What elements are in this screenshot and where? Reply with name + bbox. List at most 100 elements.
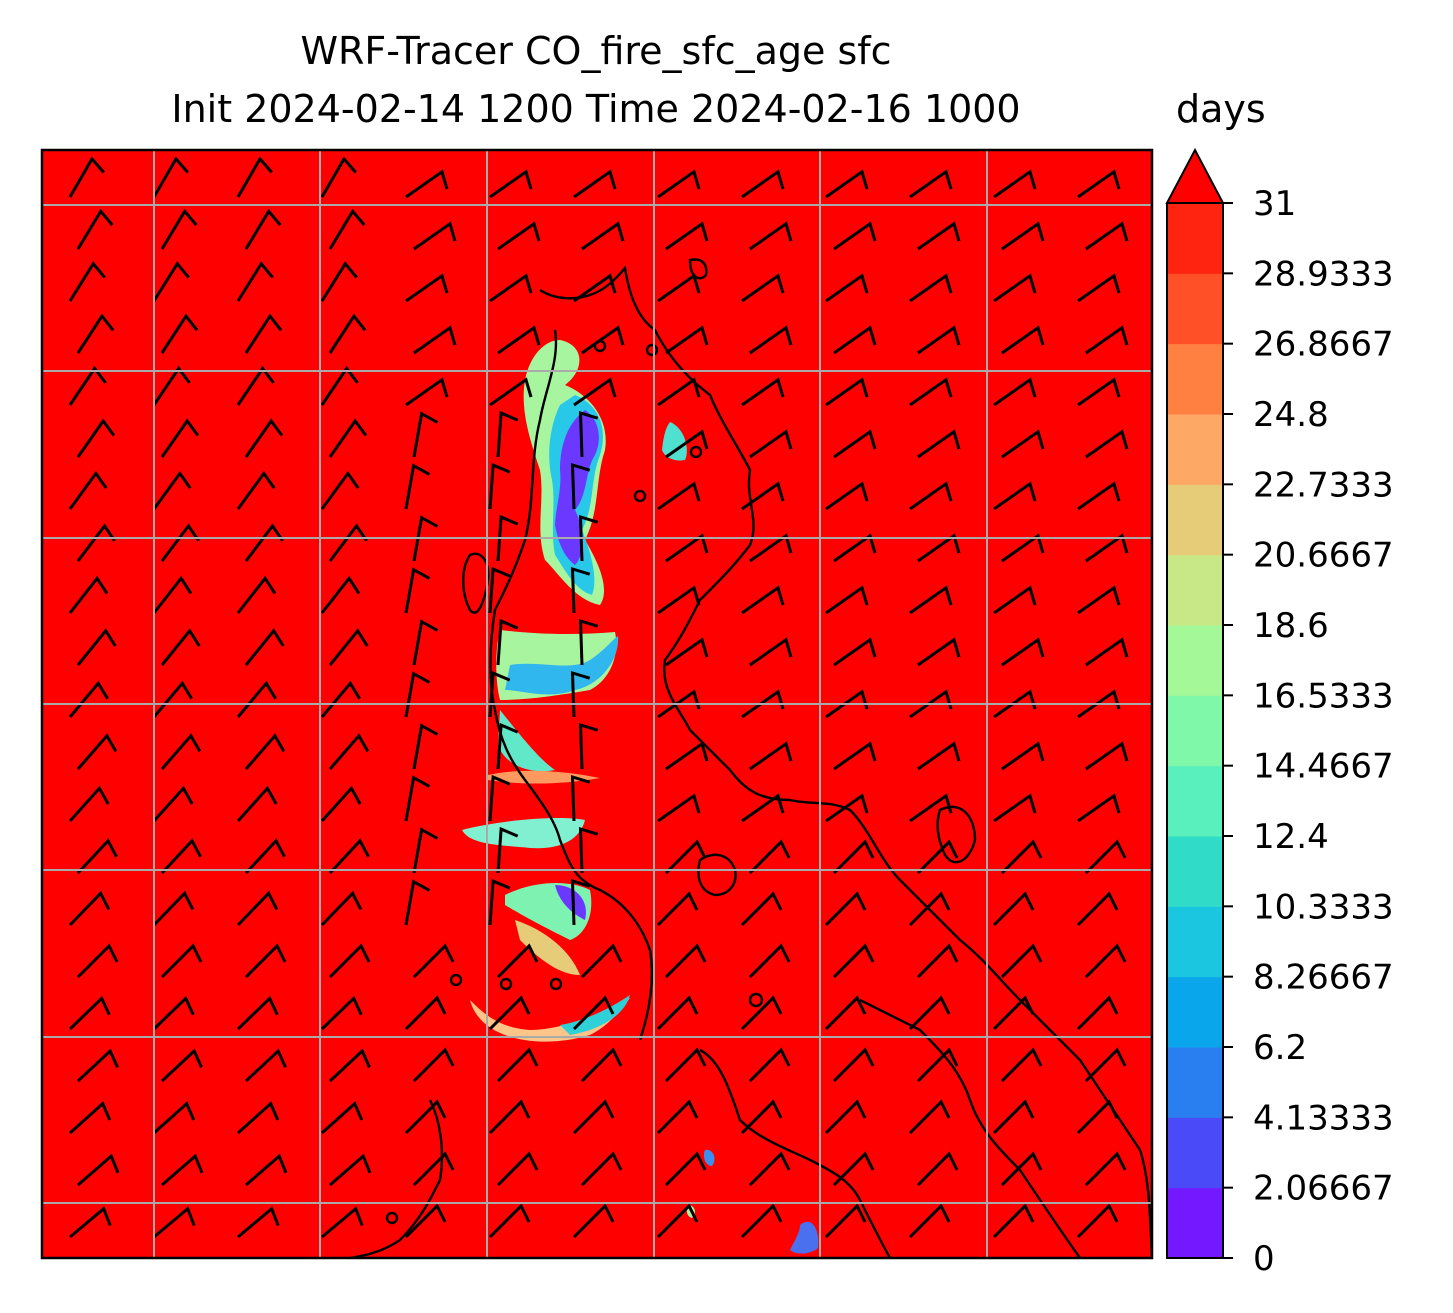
wind-barb	[1076, 1203, 1119, 1239]
wind-barb	[404, 995, 447, 1031]
wind-barb	[68, 785, 110, 823]
colorbar-segment	[1167, 1187, 1223, 1259]
wind-barb	[824, 891, 867, 927]
wind-barb	[665, 741, 709, 771]
wind-barb	[236, 890, 279, 927]
colorbar-segment	[1167, 1117, 1223, 1189]
wind-barb	[1077, 169, 1121, 199]
wind-barbs	[68, 156, 1129, 1239]
wind-barb	[570, 670, 591, 718]
wind-barb	[581, 325, 625, 355]
wind-barb	[917, 221, 961, 251]
wind-barb	[573, 273, 617, 303]
wind-barb	[152, 365, 191, 406]
wind-barb	[320, 156, 357, 198]
wind-barb	[832, 1047, 875, 1083]
coastline-island-north	[688, 258, 708, 280]
wind-barb	[916, 943, 959, 979]
wind-barb	[748, 1151, 791, 1187]
wind-barb	[1001, 221, 1045, 251]
wind-barb	[570, 878, 591, 926]
wind-barb	[657, 169, 701, 199]
wind-barb	[244, 838, 286, 875]
wind-barb	[992, 1203, 1035, 1239]
wind-barb	[68, 470, 108, 510]
colorbar-segment	[1167, 484, 1223, 556]
wind-barb	[160, 523, 200, 562]
wind-barb	[580, 943, 623, 979]
wind-barb	[236, 261, 274, 302]
wind-barb	[570, 462, 591, 510]
wind-barb	[1084, 839, 1127, 875]
coastline-islet-3	[689, 445, 703, 459]
wind-barb	[657, 585, 701, 615]
colorbar-segment	[1167, 625, 1223, 696]
colorbar-tick-label: 31	[1253, 184, 1296, 224]
wind-barb	[993, 793, 1037, 823]
wind-barb	[656, 891, 699, 927]
wind-barb	[832, 839, 875, 875]
coastline-island-east	[936, 805, 977, 864]
wind-barb	[908, 995, 951, 1031]
wind-barb	[825, 377, 869, 407]
colorbar-tick-label: 14.4667	[1253, 747, 1394, 787]
wind-barb	[749, 637, 793, 667]
wind-barb	[413, 325, 457, 355]
wind-barb	[1001, 741, 1045, 771]
lat-lon-gridlines	[42, 150, 1152, 1258]
wind-barb	[749, 533, 793, 563]
wind-barb	[833, 221, 877, 251]
wind-barb	[1084, 943, 1127, 979]
wind-barb	[570, 774, 591, 822]
wind-barb	[328, 1048, 371, 1083]
wind-barb	[993, 481, 1037, 511]
wind-barb	[578, 722, 599, 770]
plume-south-3	[515, 920, 580, 975]
wind-barb	[657, 793, 701, 823]
wind-barb	[328, 838, 370, 875]
wind-barb	[152, 575, 193, 614]
wind-barb	[993, 273, 1037, 303]
wind-barb	[825, 169, 869, 199]
wind-barb	[236, 995, 279, 1031]
colorbar-segment	[1167, 273, 1223, 345]
wind-barb	[404, 567, 431, 614]
colorbar-tick-label: 28.9333	[1253, 254, 1394, 294]
colorbar-tick-label: 26.8667	[1253, 325, 1394, 365]
wind-barb	[1085, 429, 1129, 459]
wind-barb	[405, 273, 449, 303]
wind-barb	[665, 221, 709, 251]
wind-barb	[320, 890, 363, 927]
wind-barb	[153, 1206, 196, 1239]
coastline-islet-8	[748, 992, 764, 1008]
wind-barb	[320, 680, 361, 718]
wind-barb	[825, 793, 869, 823]
colorbar-segment	[1167, 343, 1223, 415]
wind-barb	[328, 208, 366, 250]
wind-barb	[160, 208, 198, 250]
coastline-island-west	[462, 552, 490, 614]
plume-small-3	[790, 1221, 819, 1254]
wind-barb	[320, 995, 363, 1031]
wind-barb	[909, 481, 953, 511]
wind-barb	[749, 221, 793, 251]
wind-barb	[68, 261, 106, 302]
wind-barb	[496, 514, 519, 562]
wind-barb	[1001, 325, 1045, 355]
colorbar-segment	[1167, 414, 1223, 485]
wind-barb	[489, 377, 533, 407]
wind-barb	[917, 533, 961, 563]
wind-barb	[580, 1047, 623, 1083]
wind-barb	[741, 481, 785, 511]
wind-barb	[404, 1099, 447, 1135]
wind-barb	[413, 221, 457, 251]
wind-barb	[917, 741, 961, 771]
wind-barb	[1000, 839, 1043, 875]
wind-barb	[76, 1048, 119, 1083]
wind-barb	[488, 1203, 531, 1239]
colorbar-segment	[1167, 695, 1223, 767]
map-panel	[42, 150, 1152, 1258]
wind-barb	[1076, 891, 1119, 927]
wind-barb	[412, 515, 439, 562]
wind-barb	[741, 585, 785, 615]
